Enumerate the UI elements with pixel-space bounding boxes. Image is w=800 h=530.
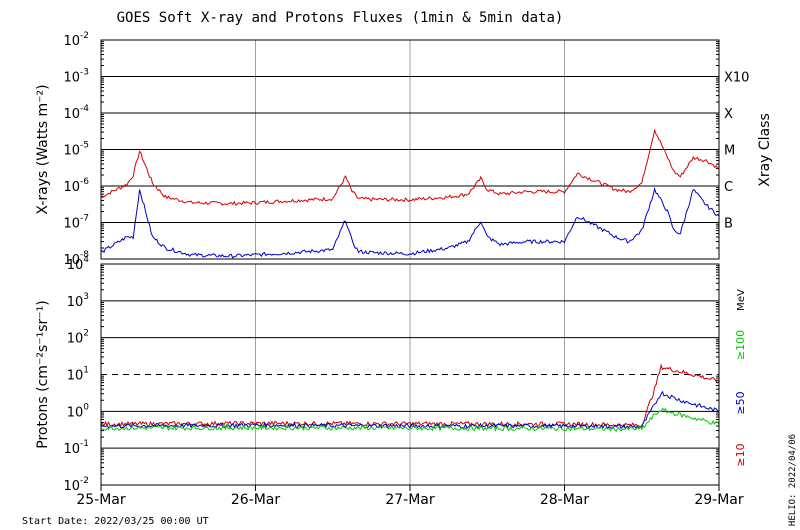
xray-class-label: M: [724, 144, 735, 159]
y-tick-label: 10-4: [63, 104, 89, 122]
y-tick-label: 10-7: [63, 214, 89, 232]
y-tick-exponent: 3: [83, 292, 89, 302]
chart-title: GOES Soft X-ray and Protons Fluxes (1min…: [117, 10, 564, 26]
y-tick-exponent: -8: [80, 250, 89, 260]
y-tick-label: 10-1: [63, 439, 89, 457]
y-tick-exponent: 0: [83, 402, 89, 412]
y-tick-exponent: -4: [80, 104, 89, 114]
panel-frame: [100, 39, 720, 260]
y-tick-label: 10-6: [63, 177, 89, 195]
y-axis-title: X-rays (Watts m⁻²): [35, 84, 51, 214]
y-tick-label: 100: [67, 402, 90, 420]
y-tick-label: 102: [67, 329, 89, 347]
y-tick-exponent: -2: [80, 31, 89, 41]
y-tick-exponent: 1: [83, 366, 89, 376]
y-tick-label: 10-3: [63, 68, 89, 86]
y-tick-exponent: -5: [80, 141, 89, 151]
series-line-0: [100, 128, 720, 207]
y-tick-exponent: -2: [80, 476, 89, 486]
x-tick-label: 28-Mar: [540, 492, 590, 508]
x-tick-label: 27-Mar: [385, 492, 435, 508]
x-tick-label: 29-Mar: [694, 492, 744, 508]
y-tick-label: 104: [67, 255, 90, 273]
xray-class-label: X10: [724, 71, 749, 86]
xray-class-label: B: [724, 217, 733, 232]
y-tick-label: 10-2: [63, 31, 89, 49]
y-tick-exponent: 2: [83, 329, 89, 339]
start-date-label: Start Date: 2022/03/25 00:00 UT: [22, 516, 209, 527]
series-line-2: [100, 407, 720, 432]
series-line-1: [100, 390, 720, 430]
y-tick-exponent: 4: [83, 255, 89, 265]
y-tick-label: 103: [67, 292, 89, 310]
xray-class-label: X: [724, 107, 733, 122]
x-axis-ticks: 25-Mar 26-Mar 27-Mar 28-Mar 29-Mar: [76, 485, 744, 508]
y-tick-exponent: -7: [80, 214, 89, 224]
proton-legend-label: ≥50: [734, 391, 747, 414]
y-tick-exponent: -1: [80, 439, 89, 449]
xray-class-axis-title: Xray Class: [757, 113, 773, 187]
y-tick-label: 10-5: [63, 141, 89, 159]
y-axis-title: Protons (cm⁻²s⁻¹sr⁻¹): [35, 300, 51, 449]
x-tick-label: 26-Mar: [231, 492, 281, 508]
proton-legend-label: ≥100: [734, 330, 747, 360]
x-tick-label: 25-Mar: [76, 492, 126, 508]
helio-date-label: HELIO: 2022/04/06: [788, 434, 798, 526]
series-line-1: [100, 186, 720, 259]
proton-panel: 1 0 -2 10-1 100 101 102 103 104 Protons (cm⁻²s⁻¹s…: [35, 255, 747, 494]
y-tick-exponent: -3: [80, 68, 89, 78]
xray-panel: 10-810-710-610-510-410-310-2X-rays (Watt…: [35, 31, 773, 268]
y-tick-label: 101: [67, 366, 89, 384]
xray-class-label: C: [724, 180, 733, 195]
proton-legend-label: ≥10: [734, 443, 747, 466]
y-tick-exponent: -6: [80, 177, 89, 187]
mev-unit-label: MeV: [736, 289, 747, 311]
